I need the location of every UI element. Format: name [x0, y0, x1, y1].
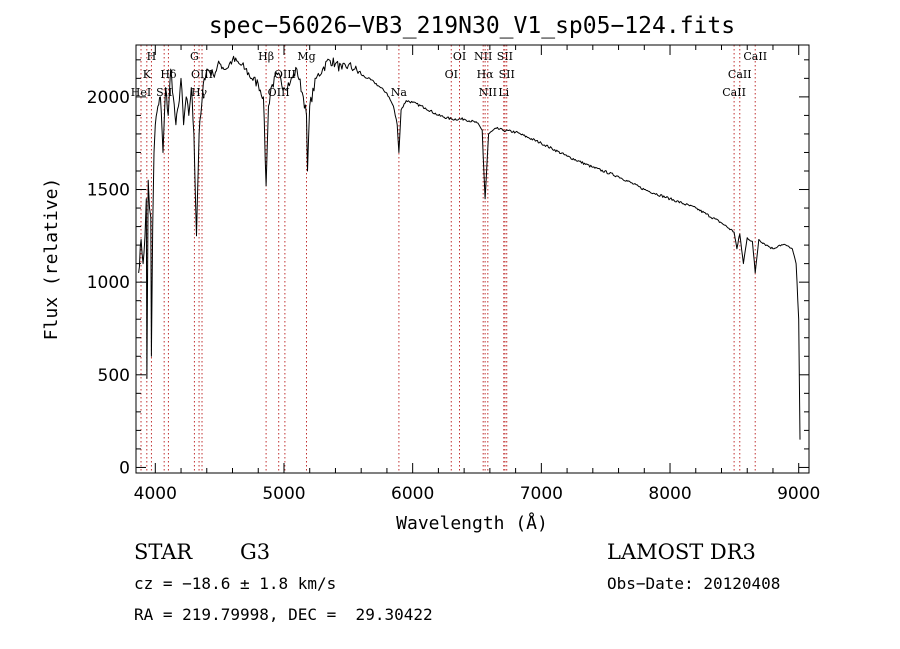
- series-layer: [138, 55, 801, 440]
- y-tick-label: 500: [98, 366, 130, 386]
- marker-label: OIII: [274, 68, 296, 81]
- x-tick-label: 4000: [134, 484, 177, 504]
- marker-label: Li: [498, 86, 509, 99]
- marker-label: G: [190, 50, 199, 63]
- marker-label: OIII: [191, 68, 213, 81]
- y-axis-label: Flux (relative): [41, 178, 62, 341]
- y-tick-label: 1500: [87, 181, 130, 201]
- y-tick-label: 1000: [87, 273, 130, 293]
- object-class: STAR: [134, 540, 193, 564]
- y-tick-label: 2000: [87, 88, 130, 108]
- x-tick-label: 9000: [777, 484, 820, 504]
- x-tick-label: 8000: [648, 484, 691, 504]
- survey-name: LAMOST DR3: [607, 540, 756, 564]
- marker-label: H: [147, 50, 157, 63]
- plot-frame: [135, 44, 810, 474]
- marker-label: SII: [497, 50, 513, 63]
- marker-label: CaII: [728, 68, 752, 81]
- x-tick-label: 6000: [391, 484, 434, 504]
- marker-label: Hβ: [258, 50, 274, 63]
- marker-label: Hγ: [191, 86, 208, 99]
- marker-label: NII: [479, 86, 497, 99]
- x-tick-label: 7000: [520, 484, 563, 504]
- spectrum-line: [138, 55, 801, 440]
- x-axis-label: Wavelength (Å): [396, 512, 548, 534]
- marker-label: OI: [453, 50, 466, 63]
- y-tick-label: 0: [119, 458, 130, 478]
- marker-label: Na: [391, 86, 408, 99]
- coordinates: RA = 219.79998, DEC = 29.30422: [134, 605, 433, 624]
- y-axis: 0 500 1000 1500 2000: [87, 59, 809, 478]
- x-axis: 4000 5000 6000 7000 8000 9000: [134, 45, 820, 504]
- marker-label: K: [143, 68, 152, 81]
- marker-label: NII: [474, 50, 492, 63]
- marker-label: Hδ: [160, 68, 177, 81]
- marker-label: CaII: [722, 86, 746, 99]
- observation-date: Obs−Date: 20120408: [607, 574, 780, 593]
- spectral-subclass: G3: [240, 540, 270, 564]
- chart-title: spec−56026−VB3_219N30_V1_sp05−124.fits: [209, 13, 735, 39]
- marker-label: SII: [499, 68, 515, 81]
- marker-label: OI: [445, 68, 458, 81]
- marker-label: CaII: [743, 50, 767, 63]
- x-tick-label: 5000: [262, 484, 305, 504]
- marker-label: Mg: [297, 50, 315, 63]
- marker-label: Hα: [477, 68, 495, 81]
- marker-label: OIII: [268, 86, 290, 99]
- redshift-value: cz = −18.6 ± 1.8 km/s: [134, 574, 336, 593]
